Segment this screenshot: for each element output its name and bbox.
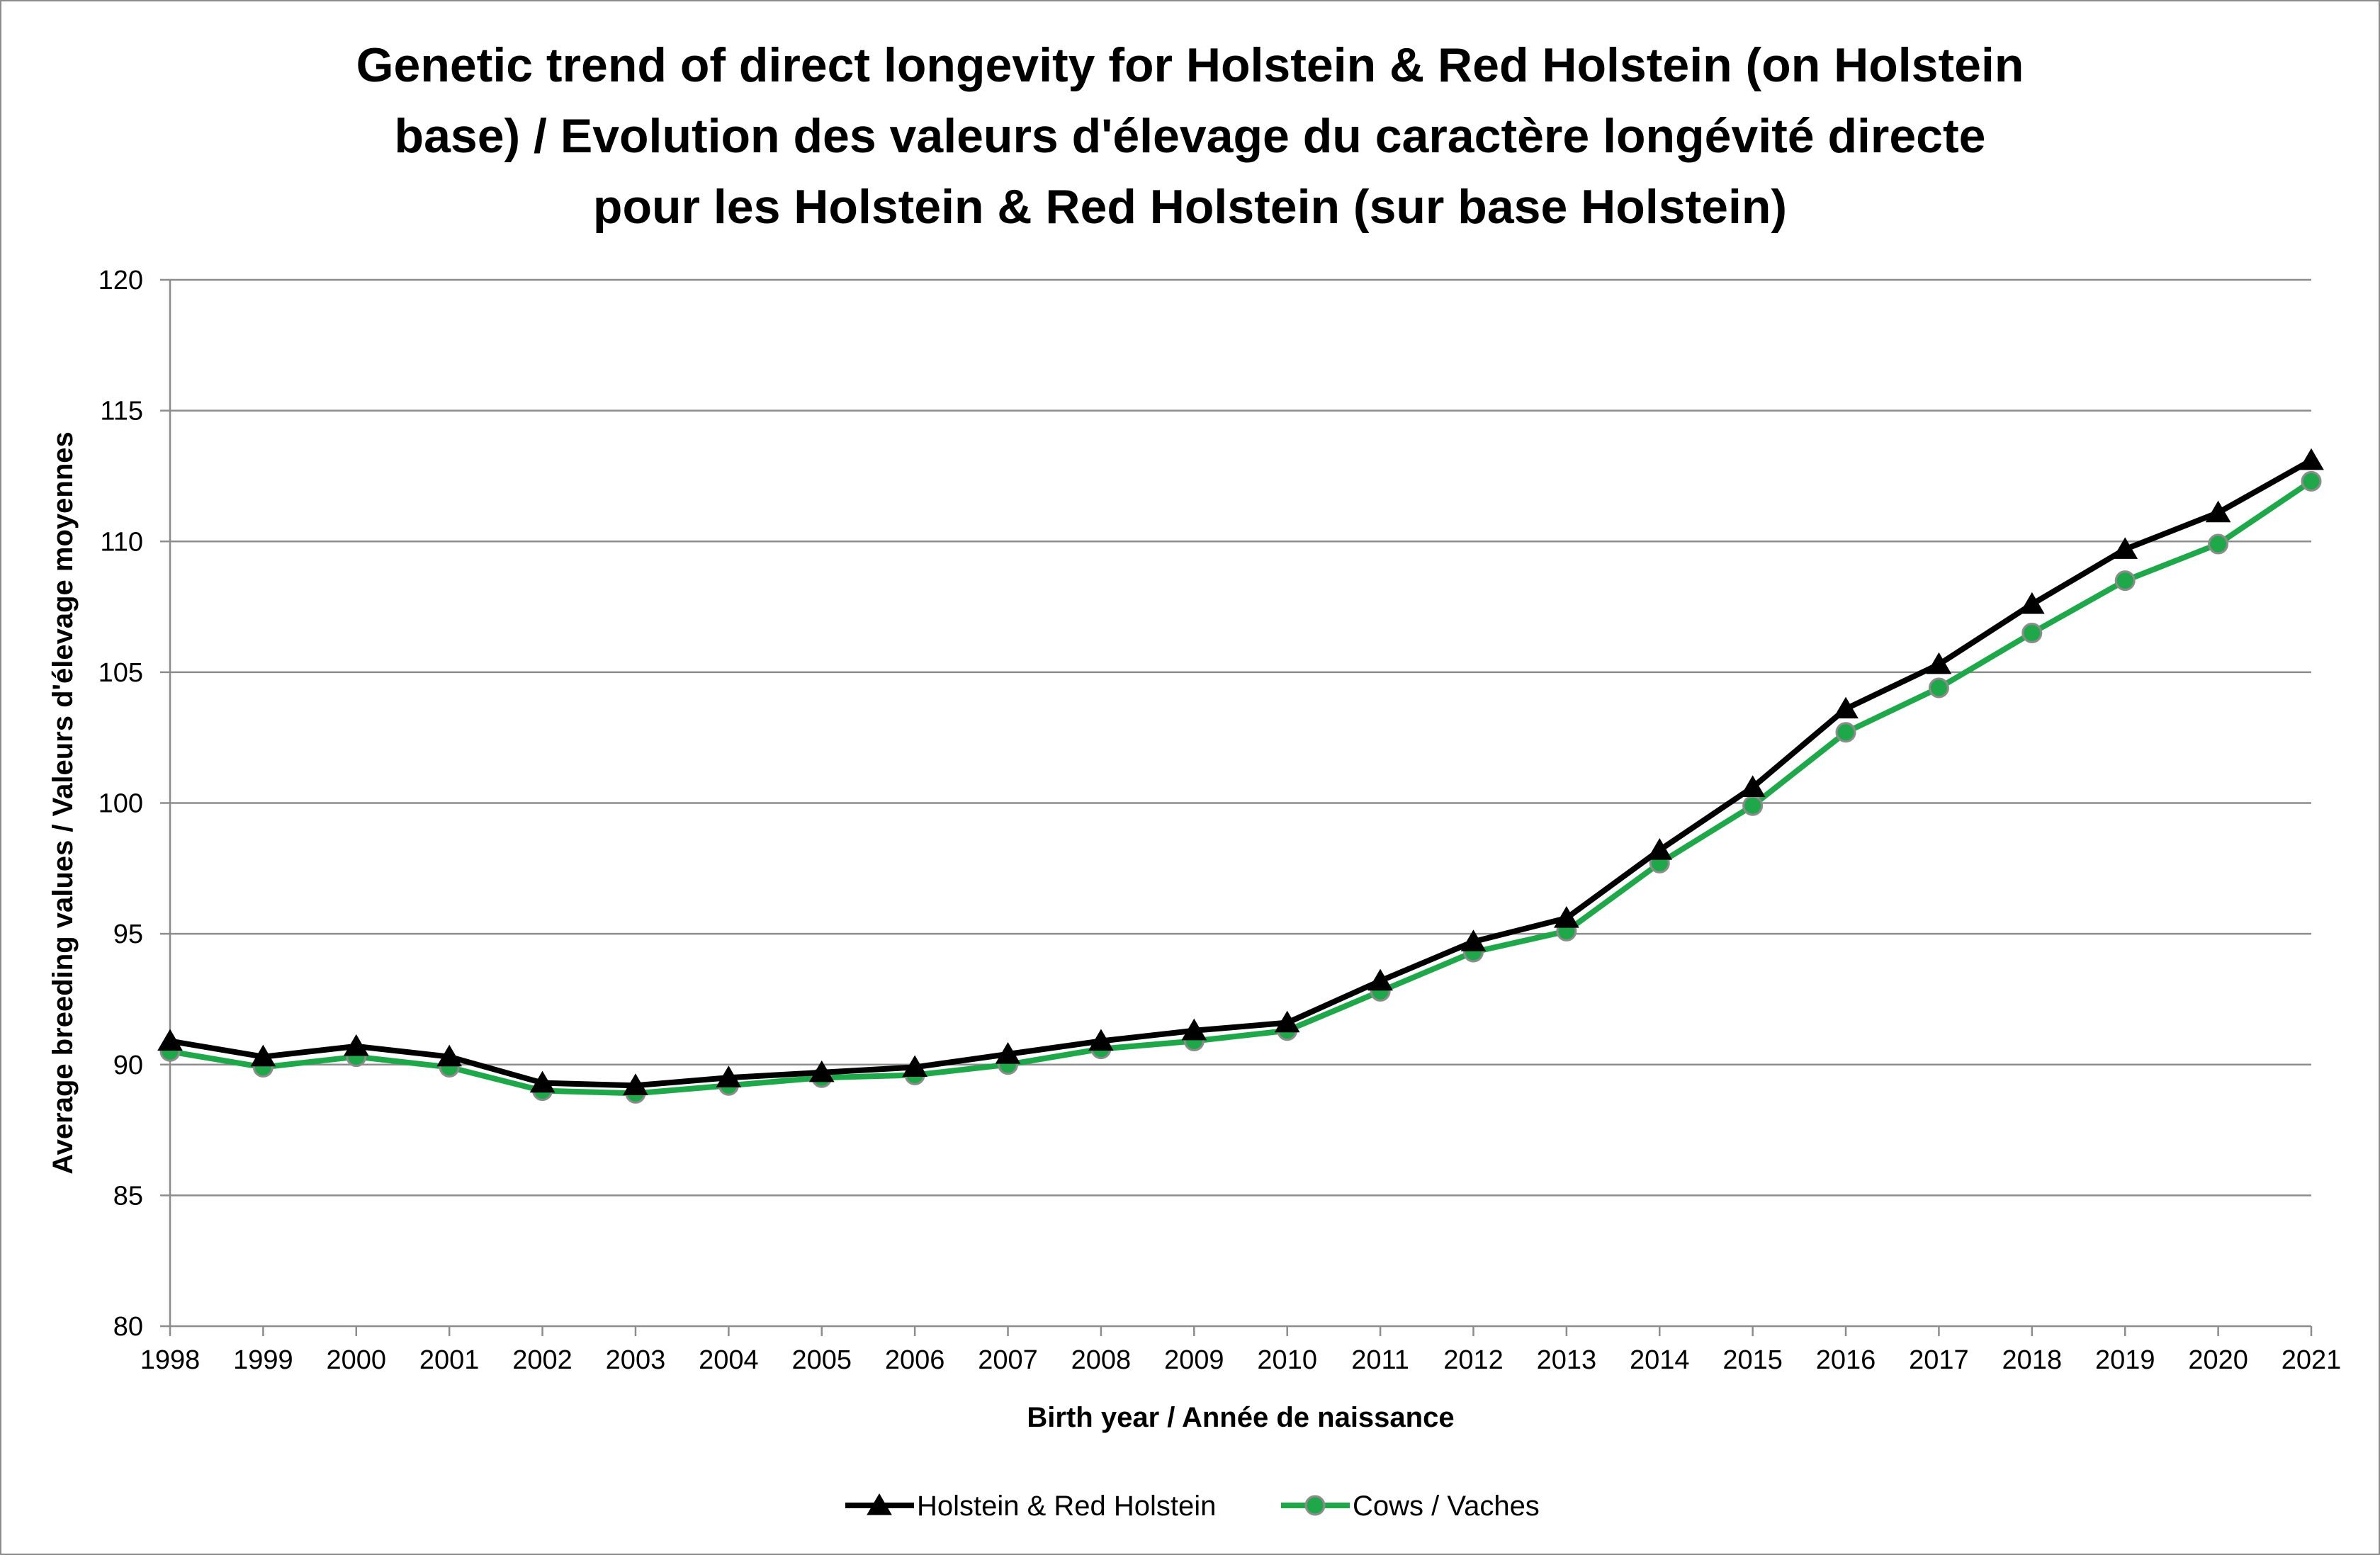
x-tick-label: 2006 [885, 1345, 945, 1375]
data-point [250, 1044, 276, 1067]
data-point [1926, 652, 1952, 674]
x-tick-label: 2011 [1351, 1345, 1409, 1375]
chart-title-line-3: pour les Holstein & Red Holstein (sur ba… [592, 180, 1788, 234]
legend-item-holstein: Holstein & Red Holstein [845, 1491, 1216, 1522]
data-point [436, 1044, 463, 1067]
x-tick-label: 2016 [1816, 1345, 1876, 1375]
data-point [808, 1060, 835, 1082]
y-tick-label: 85 [113, 1181, 143, 1211]
y-tick-labels: 80 85 90 95 100 105 110 115 120 [98, 266, 143, 1342]
data-point [1460, 929, 1487, 951]
x-tick-label: 1998 [140, 1345, 201, 1375]
x-tick-label: 2010 [1257, 1345, 1317, 1375]
y-tick-label: 80 [113, 1312, 143, 1342]
data-point [1739, 775, 1766, 797]
legend-marker-triangle [867, 1493, 892, 1515]
x-tick-label: 2004 [699, 1345, 759, 1375]
data-point [343, 1034, 369, 1056]
data-point [1928, 677, 1949, 699]
x-tick-label: 2001 [419, 1345, 480, 1375]
data-point [995, 1041, 1021, 1064]
data-point [1742, 795, 1764, 816]
y-tick-label: 100 [98, 789, 143, 819]
data-point [2021, 622, 2043, 643]
y-tick-label: 110 [100, 527, 143, 557]
x-tick-label: 2013 [1537, 1345, 1597, 1375]
data-point [2299, 448, 2324, 470]
y-tick-label: 115 [100, 397, 143, 426]
data-point [1367, 968, 1393, 991]
x-tick-label: 2008 [1071, 1345, 1132, 1375]
data-point [2301, 470, 2322, 492]
legend-marker-circle [1304, 1495, 1326, 1516]
x-tick-label: 2020 [2188, 1345, 2248, 1375]
chart-title-line-1: Genetic trend of direct longevity for Ho… [356, 38, 2024, 92]
x-tick-label: 2007 [978, 1345, 1038, 1375]
x-axis-title: Birth year / Année de naissance [1027, 1402, 1454, 1433]
y-tick-label: 90 [113, 1051, 143, 1080]
data-point [2019, 592, 2045, 614]
series-line [169, 479, 2313, 1097]
y-tick-label: 105 [98, 658, 143, 688]
data-point [1835, 722, 1856, 743]
data-point [716, 1065, 742, 1087]
x-tick-label: 2017 [1909, 1345, 1969, 1375]
series-cows [159, 470, 2322, 1104]
x-tick-label: 2021 [2282, 1345, 2342, 1375]
data-point [1554, 905, 1579, 928]
x-tick-label: 2018 [2002, 1345, 2063, 1375]
data-point [157, 1029, 183, 1051]
chart-title-line-2: base) / Evolution des valeurs d'élevage … [394, 109, 1986, 163]
legend-label-holstein: Holstein & Red Holstein [917, 1491, 1216, 1522]
legend: Holstein & Red Holstein Cows / Vaches [845, 1491, 1540, 1522]
data-point [2114, 570, 2136, 592]
x-tick-label: 2019 [2095, 1345, 2155, 1375]
series-layer [157, 448, 2324, 1104]
y-axis-title: Average breeding values / Valeurs d'élev… [47, 431, 79, 1175]
series-holstein [157, 448, 2324, 1095]
y-tick-label: 120 [98, 266, 143, 295]
data-point [1088, 1029, 1114, 1051]
x-tick-label: 2009 [1164, 1345, 1224, 1375]
x-tick-label: 2014 [1630, 1345, 1690, 1375]
data-point [1833, 696, 1859, 719]
x-tick-label: 2000 [327, 1345, 387, 1375]
data-point [1647, 837, 1673, 860]
x-tick-label: 2005 [791, 1345, 852, 1375]
x-tick-label: 2002 [512, 1345, 573, 1375]
data-point [2208, 533, 2229, 555]
data-point [1181, 1018, 1207, 1041]
x-tick-label: 2015 [1722, 1345, 1783, 1375]
x-tick-label: 2012 [1443, 1345, 1504, 1375]
chart-title: Genetic trend of direct longevity for Ho… [0, 30, 2380, 242]
y-tick-label: 95 [113, 920, 143, 949]
x-tick-label: 1999 [233, 1345, 293, 1375]
legend-label-cows: Cows / Vaches [1353, 1491, 1540, 1522]
data-point [2112, 537, 2138, 559]
x-tick-labels: 1998 1999 2000 2001 2002 2003 2004 2005 2006 2007… [140, 1345, 2342, 1375]
x-tick-label: 2003 [606, 1345, 666, 1375]
data-point [623, 1073, 648, 1095]
axes [169, 280, 2313, 1336]
gridlines [160, 278, 2311, 1328]
series-line [169, 458, 2313, 1089]
data-point [1274, 1010, 1300, 1033]
data-point [529, 1070, 555, 1093]
legend-item-cows: Cows / Vaches [1281, 1491, 1540, 1522]
data-point [902, 1055, 927, 1078]
data-point [2205, 500, 2231, 523]
